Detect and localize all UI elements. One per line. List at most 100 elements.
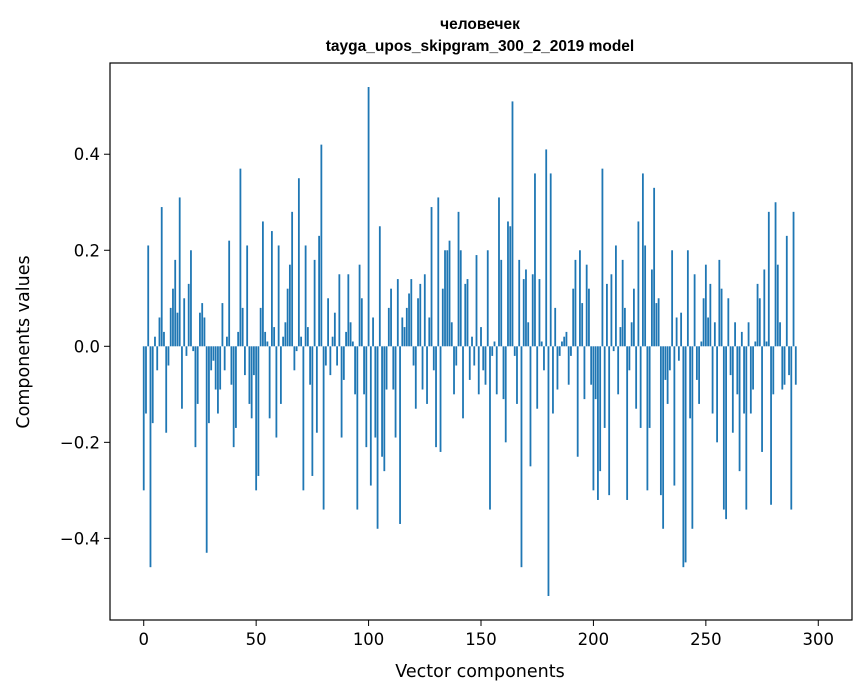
bar-111: [392, 346, 395, 390]
bar-95: [356, 346, 359, 510]
bar-227: [653, 187, 656, 347]
bar-106: [381, 346, 383, 457]
bar-50: [255, 346, 258, 491]
bar-264: [736, 346, 739, 395]
bar-204: [601, 168, 604, 347]
bar-281: [774, 202, 777, 347]
bar-289: [792, 211, 795, 347]
bar-119: [410, 279, 413, 347]
bar-84: [331, 336, 334, 347]
bar-167: [518, 259, 521, 347]
bar-278: [767, 211, 770, 347]
x-tick-label-300: 300: [803, 630, 835, 649]
bar-12: [169, 307, 172, 347]
bar-213: [621, 259, 624, 347]
bar-234: [668, 346, 671, 371]
bar-265: [738, 346, 741, 472]
bar-72: [304, 245, 307, 347]
bar-11: [167, 346, 170, 366]
bar-154: [489, 346, 491, 510]
bar-194: [579, 250, 581, 347]
bar-122: [417, 298, 419, 347]
bar-57: [270, 231, 273, 347]
bar-69: [297, 178, 300, 347]
bar-76: [313, 259, 316, 347]
bar-218: [633, 288, 635, 347]
bar-138: [453, 346, 455, 395]
bar-34: [219, 346, 222, 390]
y-tick-label-2: 0.0: [74, 337, 100, 356]
bar-128: [430, 207, 433, 347]
bar-80: [322, 346, 325, 510]
bar-22: [192, 346, 195, 352]
bars-group: [142, 87, 797, 596]
bar-9: [163, 331, 165, 347]
bar-157: [495, 346, 498, 395]
bar-185: [558, 346, 561, 356]
bar-237: [675, 317, 678, 347]
bar-162: [507, 221, 509, 347]
bar-182: [552, 346, 554, 414]
bar-149: [477, 346, 480, 395]
bar-62: [282, 336, 285, 347]
bar-65: [288, 264, 291, 347]
bar-85: [333, 312, 336, 347]
bar-163: [509, 226, 512, 347]
bar-262: [731, 346, 734, 433]
bar-79: [320, 144, 323, 347]
bar-285: [783, 346, 786, 385]
bar-183: [554, 307, 557, 347]
bar-7: [158, 317, 161, 347]
bar-140: [457, 211, 460, 347]
bar-178: [543, 346, 545, 371]
bar-284: [781, 346, 784, 390]
bar-199: [590, 346, 593, 385]
bar-27: [203, 317, 206, 347]
bar-206: [606, 283, 608, 347]
bar-211: [617, 346, 620, 395]
bar-248: [700, 341, 703, 347]
bar-142: [462, 346, 464, 419]
bar-251: [707, 317, 709, 347]
bar-224: [646, 346, 649, 491]
bar-114: [399, 346, 401, 524]
x-tick-label-50: 50: [246, 630, 267, 649]
bar-103: [374, 346, 377, 438]
bar-29: [208, 346, 210, 424]
chart-subtitle: tayga_upos_skipgram_300_2_2019 model: [326, 38, 634, 55]
bar-198: [588, 288, 590, 347]
bar-124: [421, 346, 424, 390]
bar-179: [545, 149, 548, 347]
bar-20: [187, 283, 190, 347]
bar-35: [221, 303, 224, 347]
bar-53: [262, 221, 264, 347]
bar-257: [720, 288, 723, 347]
bar-23: [194, 346, 197, 448]
bar-269: [747, 322, 750, 347]
bar-161: [504, 346, 507, 443]
bar-126: [426, 346, 428, 404]
bar-276: [763, 269, 766, 347]
bar-200: [592, 346, 595, 491]
bar-67: [293, 346, 296, 371]
bar-46: [246, 245, 249, 347]
bar-223: [644, 245, 647, 347]
bar-217: [630, 322, 633, 347]
bar-196: [583, 346, 586, 400]
bar-247: [698, 346, 700, 404]
bar-146: [471, 336, 473, 347]
bar-58: [273, 327, 276, 347]
bar-8: [160, 207, 163, 347]
bar-118: [408, 293, 410, 347]
bar-135: [446, 250, 449, 347]
bar-243: [689, 346, 692, 419]
bar-259: [725, 346, 727, 520]
bar-252: [709, 283, 712, 347]
bar-86: [336, 346, 338, 366]
bar-249: [702, 298, 705, 347]
bar-160: [502, 346, 505, 400]
bar-174: [534, 173, 536, 347]
bar-116: [403, 327, 406, 347]
bar-255: [716, 346, 718, 443]
